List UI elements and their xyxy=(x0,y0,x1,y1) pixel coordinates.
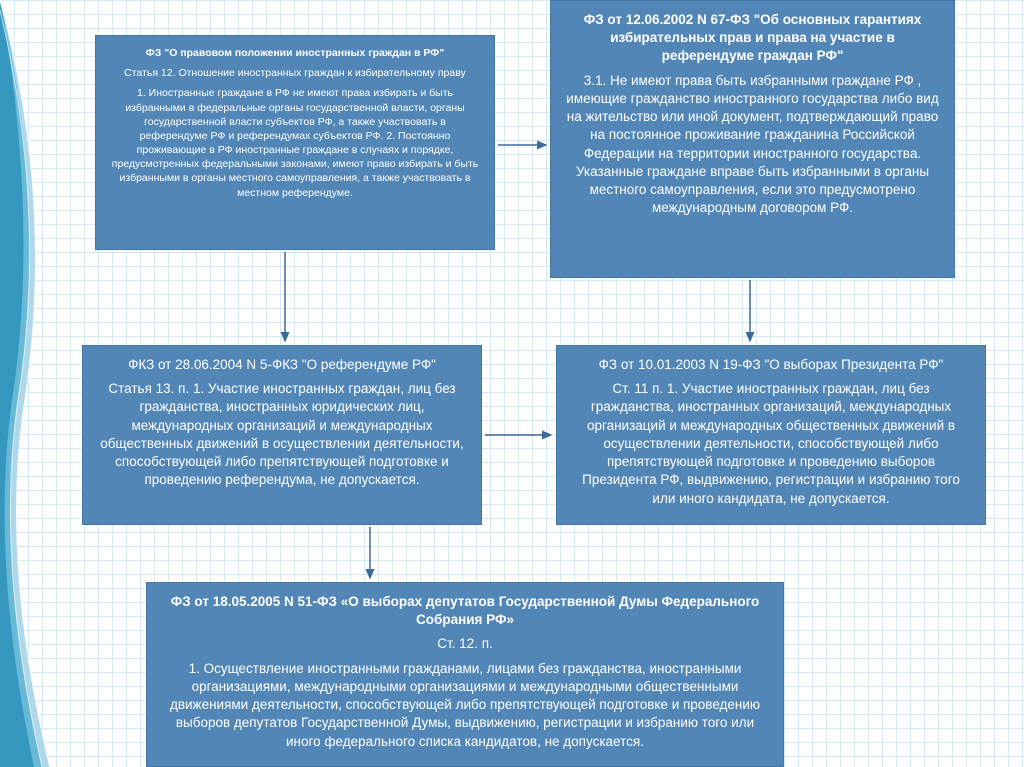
box-body: Ст. 11 п. 1. Участие иностранных граждан… xyxy=(571,380,971,508)
box-electoral-rights-guarantees: ФЗ от 12.06.2002 N 67-ФЗ "Об основных га… xyxy=(550,0,955,278)
decorative-curve xyxy=(0,0,90,767)
box-president-elections-law: ФЗ от 10.01.2003 N 19-ФЗ "О выборах През… xyxy=(556,345,986,525)
box-title: ФКЗ от 28.06.2004 N 5-ФКЗ "О референдуме… xyxy=(97,356,467,374)
box-body: 3.1. Не имеют права быть избранными граж… xyxy=(565,72,940,218)
box-title: ФЗ от 10.01.2003 N 19-ФЗ "О выборах През… xyxy=(571,356,971,374)
box-referendum-law: ФКЗ от 28.06.2004 N 5-ФКЗ "О референдуме… xyxy=(82,345,482,525)
box-body: 1. Иностранные граждане в РФ не имеют пр… xyxy=(110,86,480,199)
box-title: ФЗ от 12.06.2002 N 67-ФЗ "Об основных га… xyxy=(565,11,940,66)
box-subtitle: Ст. 12. п. xyxy=(161,635,769,653)
box-foreign-citizens-law: ФЗ "О правовом положении иностранных гра… xyxy=(95,35,495,250)
box-subtitle: Статья 12. Отношение иностранных граждан… xyxy=(110,66,480,80)
box-duma-elections-law: ФЗ от 18.05.2005 N 51-ФЗ «О выборах депу… xyxy=(146,582,784,767)
box-title: ФЗ "О правовом положении иностранных гра… xyxy=(110,46,480,60)
box-title: ФЗ от 18.05.2005 N 51-ФЗ «О выборах депу… xyxy=(161,593,769,629)
box-body: 1. Осуществление иностранными гражданами… xyxy=(161,660,769,751)
box-body: Статья 13. п. 1. Участие иностранных гра… xyxy=(97,380,467,489)
